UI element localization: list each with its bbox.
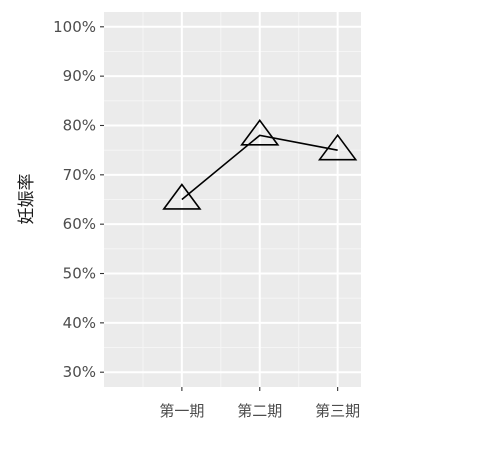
y-tick-label: 30% (63, 363, 96, 381)
data-point-marker (240, 119, 280, 146)
series-line (181, 134, 338, 201)
y-tick-label: 80% (63, 116, 96, 134)
minor-gridlines (104, 12, 361, 387)
y-tick-label: 70% (63, 166, 96, 184)
x-tick-label: 第一期 (159, 402, 204, 420)
series-layer (162, 119, 358, 210)
axes: 30% 40% 50% 60% 70% 80% 90% 100% 第一期 第二期 第三期 (53, 18, 360, 420)
x-tick-label: 第三期 (315, 402, 360, 420)
y-axis-title: 妊娠率 (17, 174, 37, 225)
y-tick-label: 40% (63, 314, 96, 332)
data-point-marker (317, 133, 358, 161)
y-tick-label: 100% (53, 18, 96, 36)
y-tick-label: 90% (63, 67, 96, 85)
x-tick-label: 第二期 (237, 402, 282, 420)
y-tick-label: 50% (63, 265, 96, 283)
y-tick-label: 60% (63, 215, 96, 233)
data-point-marker (162, 183, 202, 210)
